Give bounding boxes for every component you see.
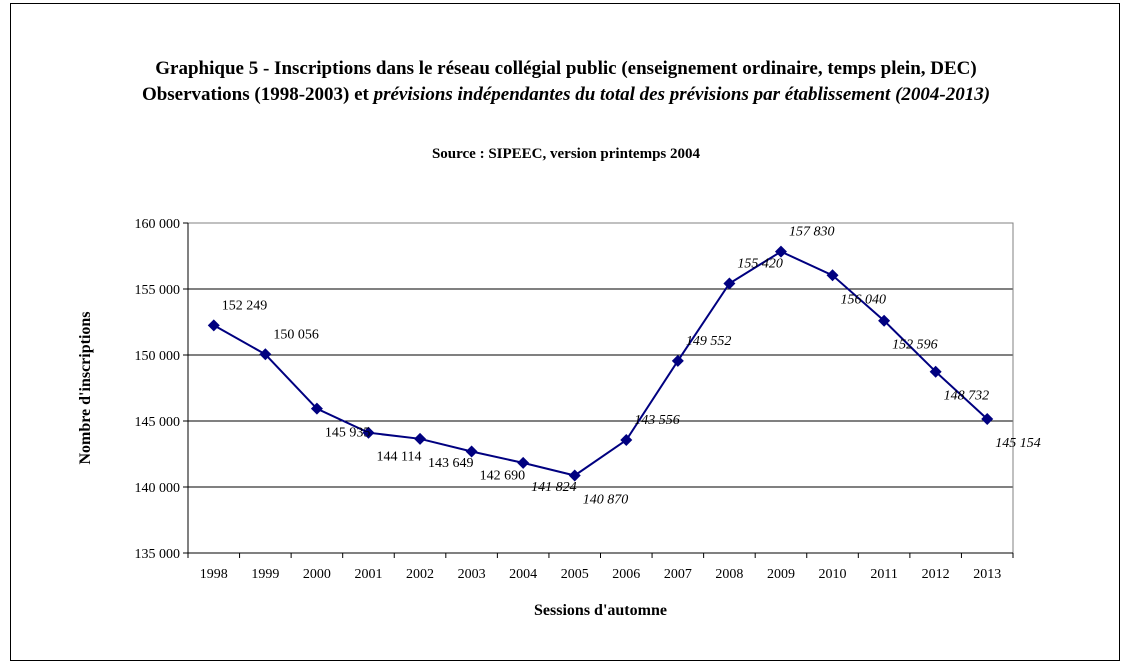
y-tick-label: 135 000 xyxy=(135,547,181,562)
data-label: 145 935 xyxy=(325,426,371,441)
chart-title-italic: prévisions indépendantes du total des pr… xyxy=(373,84,991,105)
grid-lines xyxy=(188,288,1013,488)
data-point xyxy=(929,365,942,378)
x-tick-label: 2010 xyxy=(819,567,847,582)
data-label: 156 040 xyxy=(841,292,887,307)
data-label: 145 154 xyxy=(995,436,1041,451)
data-label: 150 056 xyxy=(273,327,319,342)
data-point xyxy=(620,434,633,447)
data-point xyxy=(981,412,994,425)
x-tick-label: 2000 xyxy=(303,567,331,582)
data-point xyxy=(826,269,839,282)
data-label: 152 596 xyxy=(892,338,938,353)
x-tick-label: 2011 xyxy=(870,567,897,582)
x-axis-ticks: 1998 1999 2000 2001 2002 2003 2004 2005 2006 2007… xyxy=(187,553,1014,582)
data-point xyxy=(259,348,272,361)
data-label: 144 114 xyxy=(376,450,421,465)
x-tick-label: 2006 xyxy=(612,567,640,582)
x-tick-label: 2009 xyxy=(767,567,795,582)
x-tick-label: 2007 xyxy=(664,567,692,582)
chart-title-main: Graphique 5 - Inscriptions dans le résea… xyxy=(141,58,977,105)
data-point xyxy=(723,277,736,290)
y-tick-label: 155 000 xyxy=(135,283,181,298)
chart-title: Graphique 5 - Inscriptions dans le résea… xyxy=(110,56,1022,108)
y-axis-ticks: 135 000 140 000 145 000 150 000 155 000 160 0… xyxy=(135,217,188,562)
chart-subtitle: Source : SIPEEC, version printemps 2004 xyxy=(431,146,701,162)
data-label: 149 552 xyxy=(686,334,732,349)
series-line xyxy=(213,250,988,477)
x-axis-title: Sessions d'automne xyxy=(534,602,667,619)
x-tick-label: 2013 xyxy=(973,567,1001,582)
data-points xyxy=(207,245,994,482)
x-tick-label: 2001 xyxy=(354,567,382,582)
data-label: 155 420 xyxy=(737,256,783,271)
data-label: 143 556 xyxy=(634,413,680,428)
data-point xyxy=(310,402,323,415)
data-label: 141 824 xyxy=(531,480,577,495)
data-point xyxy=(774,245,787,258)
data-label: 148 732 xyxy=(944,389,990,404)
x-tick-label: 2003 xyxy=(458,567,486,582)
data-point xyxy=(671,354,684,367)
data-label: 143 649 xyxy=(428,456,474,471)
data-point xyxy=(362,426,375,439)
data-label: 152 249 xyxy=(222,298,268,313)
x-tick-label: 2005 xyxy=(561,567,589,582)
y-tick-label: 150 000 xyxy=(135,349,181,364)
x-tick-label: 2008 xyxy=(715,567,743,582)
data-point xyxy=(414,432,427,445)
data-point xyxy=(517,456,530,469)
x-tick-label: 2002 xyxy=(406,567,434,582)
y-tick-label: 140 000 xyxy=(135,481,181,496)
x-tick-label: 2004 xyxy=(509,567,537,582)
chart-frame xyxy=(10,3,1120,661)
data-point xyxy=(568,469,581,482)
data-point xyxy=(878,314,891,327)
x-tick-label: 1998 xyxy=(200,567,228,582)
x-tick-label: 1999 xyxy=(251,567,279,582)
data-labels: 152 249 150 056 145 935 144 114 143 649 142 6… xyxy=(222,225,1041,508)
data-point xyxy=(465,445,478,458)
data-point xyxy=(207,319,220,332)
x-tick-label: 2012 xyxy=(922,567,950,582)
y-tick-label: 160 000 xyxy=(135,217,181,232)
y-axis-title: Nombre d'inscriptions xyxy=(77,311,94,464)
data-label: 140 870 xyxy=(583,493,629,508)
y-tick-label: 145 000 xyxy=(135,415,181,430)
data-label: 157 830 xyxy=(789,225,835,240)
data-label: 142 690 xyxy=(480,468,526,483)
